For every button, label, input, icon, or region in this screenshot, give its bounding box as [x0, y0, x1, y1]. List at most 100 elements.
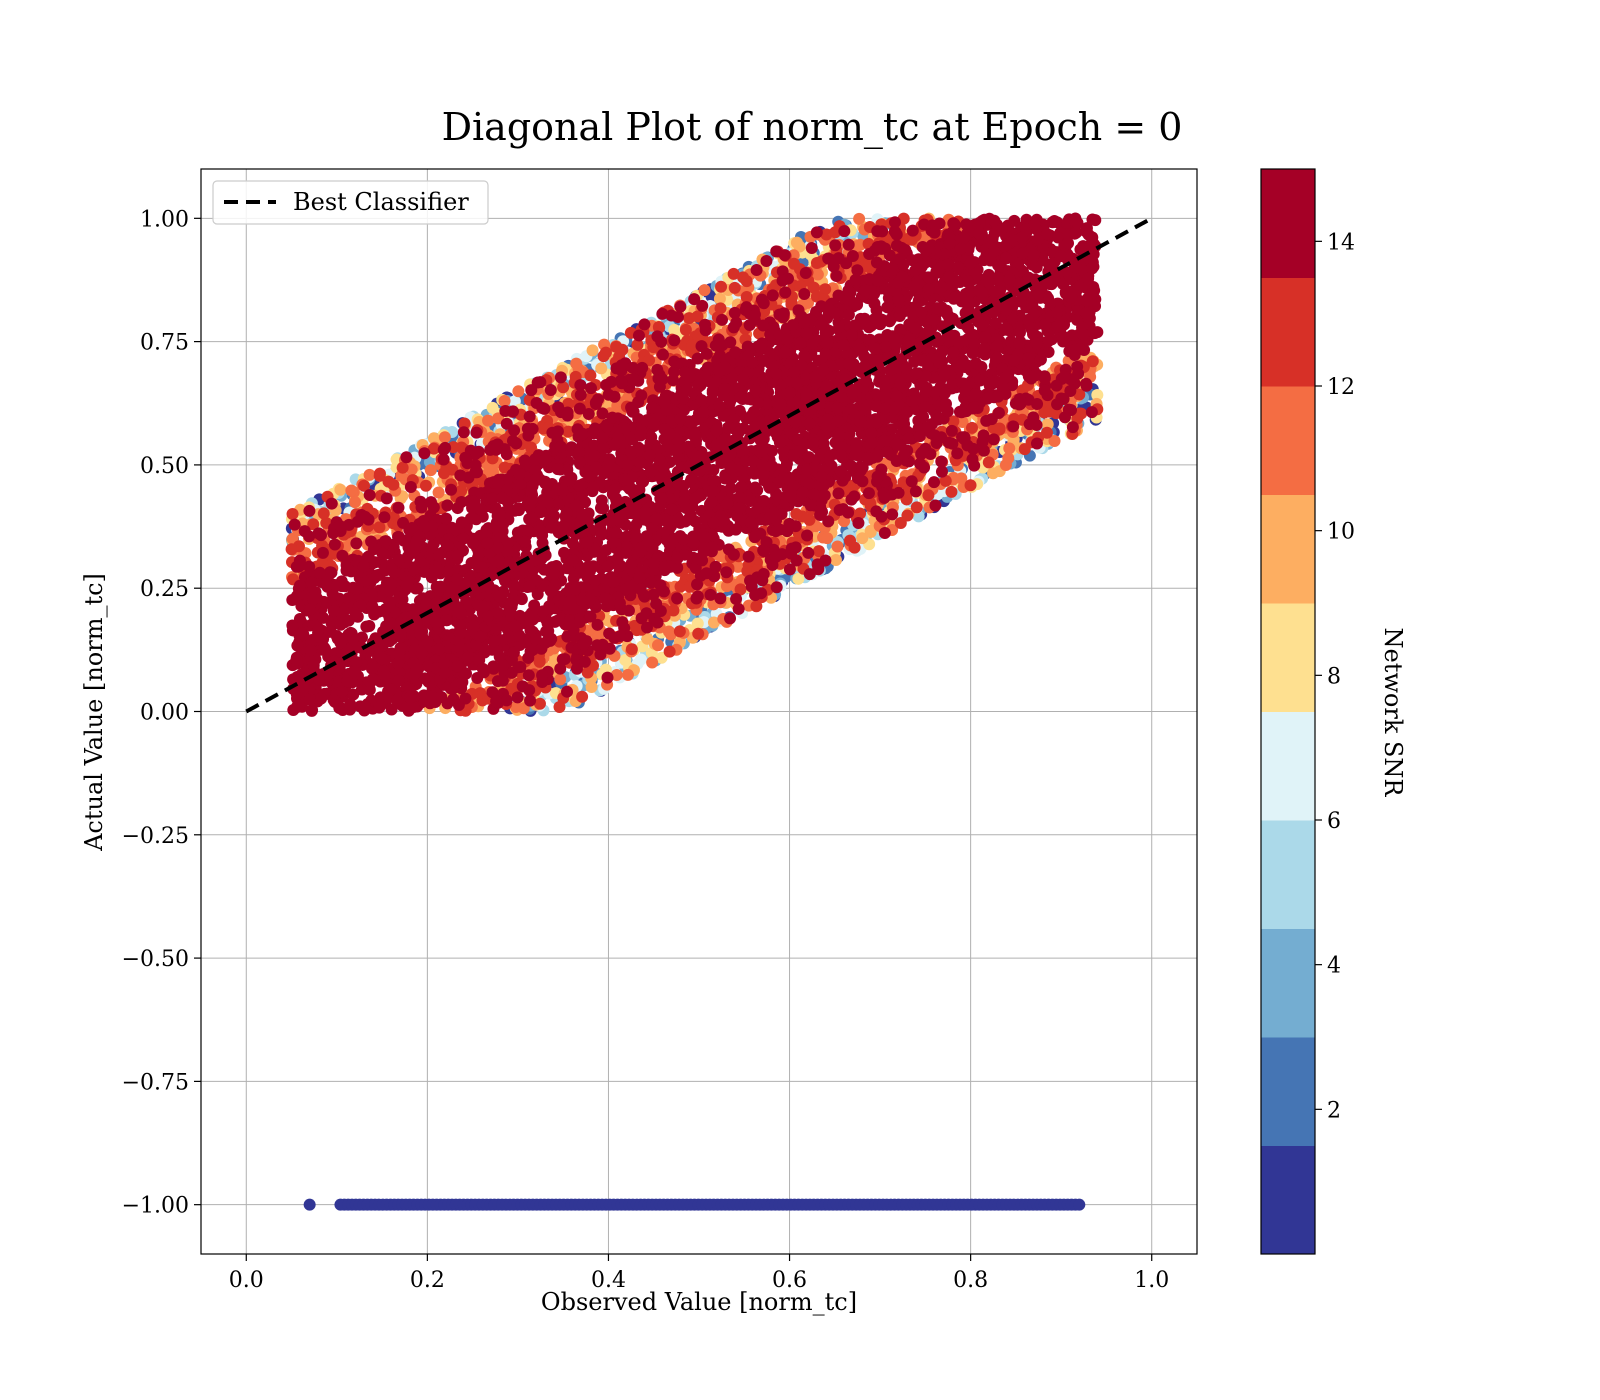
scatter-point	[1091, 389, 1104, 402]
scatter-point	[894, 516, 907, 529]
scatter-point	[599, 346, 612, 359]
scatter-point	[525, 384, 538, 397]
scatter-point	[968, 459, 981, 472]
scatter-point	[939, 474, 952, 487]
scatter-point	[1023, 418, 1036, 431]
scatter-point	[740, 290, 753, 303]
scatter-point	[570, 357, 583, 370]
scatter-point	[793, 240, 806, 253]
scatter-point	[720, 580, 733, 593]
scatter-point	[987, 433, 1000, 446]
scatter-point	[945, 424, 958, 437]
scatter-point	[1071, 360, 1084, 373]
scatter-point	[498, 395, 511, 408]
scatter-point	[610, 340, 623, 353]
scatter-point	[890, 228, 903, 241]
scatter-point	[750, 600, 763, 613]
scatter-point	[749, 589, 762, 602]
scatter-point	[621, 668, 634, 681]
scatter-point	[811, 268, 824, 281]
scatter-point	[638, 318, 651, 331]
scatter-point	[743, 319, 756, 332]
scatter-point	[783, 563, 796, 576]
scatter-point	[584, 382, 597, 395]
scatter-point	[999, 458, 1012, 471]
scatter-point	[616, 616, 629, 629]
scatter-point	[1003, 442, 1016, 455]
scatter-point	[798, 288, 811, 301]
scatter-point	[982, 456, 995, 469]
scatter-point	[334, 483, 347, 496]
scatter-point	[734, 583, 747, 596]
scatter-point	[646, 656, 659, 669]
scatter-point	[525, 441, 538, 454]
scatter-point	[328, 538, 341, 551]
scatter-point	[922, 489, 935, 502]
scatter-point	[432, 486, 445, 499]
scatter-point	[964, 479, 977, 492]
scatter-point	[441, 499, 454, 512]
scatter-point	[965, 421, 978, 434]
scatter-point	[750, 263, 763, 276]
scatter-point	[574, 379, 587, 392]
scatter-point	[668, 334, 681, 347]
scatter-point	[387, 478, 400, 491]
plot-area	[200, 168, 1198, 1255]
scatter-point	[691, 617, 704, 630]
scatter-point	[956, 415, 969, 428]
scatter-point	[585, 680, 598, 693]
scatter-point	[801, 529, 814, 542]
scatter-point	[625, 643, 638, 656]
scatter-point	[363, 468, 376, 481]
scatter-point	[713, 292, 726, 305]
scatter-point	[842, 238, 855, 251]
scatter-point	[554, 371, 567, 384]
scatter-point	[523, 410, 536, 423]
scatter-point	[909, 485, 922, 498]
scatter-point	[437, 443, 450, 456]
scatter-point	[438, 431, 451, 444]
scatter-point	[526, 613, 539, 626]
scatter-point	[881, 301, 894, 314]
scatter-point	[792, 572, 805, 585]
scatter-point	[360, 620, 373, 633]
scatter-point	[870, 505, 883, 518]
scatter-point	[512, 385, 525, 398]
scatter-point	[829, 554, 842, 567]
scatter-point	[509, 700, 522, 713]
scatter-point	[674, 300, 687, 313]
scatter-point	[886, 508, 899, 521]
scatter-point	[910, 501, 923, 514]
scatter-point	[455, 496, 468, 509]
scatter-point	[728, 306, 741, 319]
scatter-point	[619, 654, 632, 667]
scatter-point	[584, 369, 597, 382]
scatter-point	[698, 284, 711, 297]
scatter-point	[500, 448, 513, 461]
scatter-point	[831, 540, 844, 553]
scatter-point	[544, 384, 557, 397]
scatter-point	[667, 604, 680, 617]
scatter-point	[852, 517, 865, 530]
scatter-point	[742, 550, 755, 563]
scatter-point	[489, 442, 502, 455]
scatter-point	[760, 255, 773, 268]
scatter-point	[1066, 421, 1079, 434]
scatter-point	[671, 592, 684, 605]
scatter-point	[714, 302, 727, 315]
scatter-point	[492, 412, 505, 425]
scatter-point	[1030, 437, 1043, 450]
scatter-point	[573, 402, 586, 415]
scatter-point	[766, 289, 779, 302]
scatter-point	[610, 669, 623, 682]
scatter-point	[424, 464, 437, 477]
scatter-point	[576, 690, 589, 703]
scatter-point	[656, 348, 669, 361]
scatter-point	[935, 465, 948, 478]
scatter-point	[482, 414, 495, 427]
scatter-point	[459, 692, 472, 705]
scatter-point	[405, 463, 418, 476]
scatter-point	[511, 691, 524, 704]
scatter-point	[348, 496, 361, 509]
scatter-point	[663, 645, 676, 658]
